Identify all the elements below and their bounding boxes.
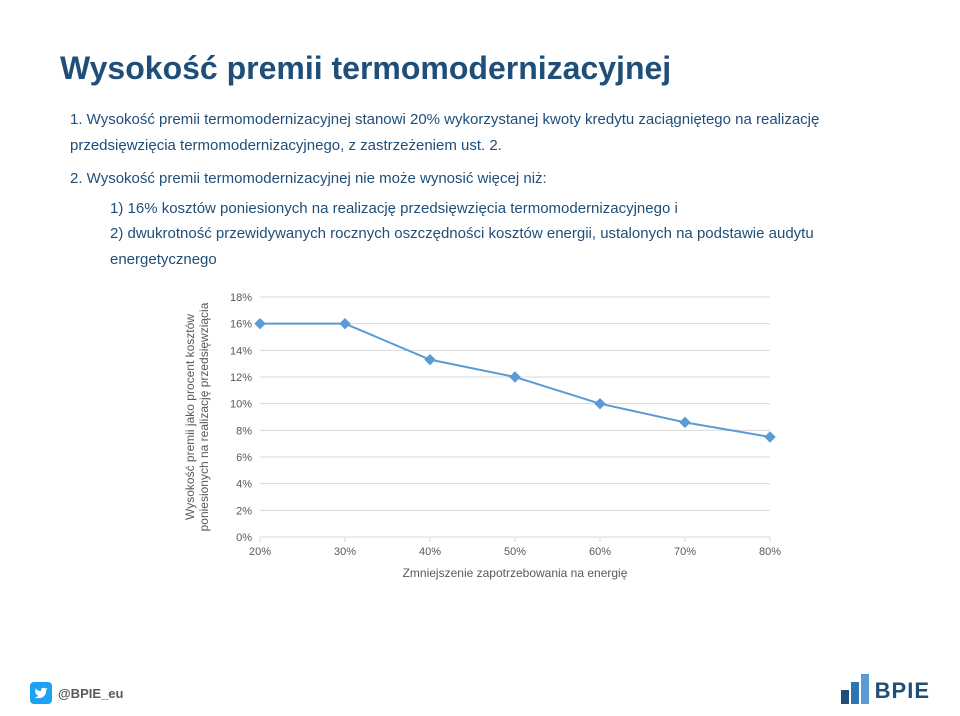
bpie-logo: BPIE: [841, 674, 930, 704]
svg-text:Wysokość premii jako procent k: Wysokość premii jako procent kosztów: [183, 314, 197, 520]
slide-title: Wysokość premii termomodernizacyjnej: [60, 50, 900, 87]
svg-text:2%: 2%: [236, 505, 252, 517]
svg-text:8%: 8%: [236, 425, 252, 437]
list-item-2: 2. Wysokość premii termomodernizacyjnej …: [60, 166, 900, 192]
svg-text:Zmniejszenie zapotrzebowania n: Zmniejszenie zapotrzebowania na energię: [403, 566, 628, 580]
svg-text:50%: 50%: [504, 546, 526, 558]
svg-text:70%: 70%: [674, 546, 696, 558]
svg-text:12%: 12%: [230, 372, 252, 384]
twitter-handle: @BPIE_eu: [58, 686, 123, 701]
svg-text:16%: 16%: [230, 319, 252, 331]
logo-text: BPIE: [875, 678, 930, 704]
svg-text:4%: 4%: [236, 479, 252, 491]
svg-text:poniesionych na realizację prz: poniesionych na realizację przedsięwziąc…: [197, 302, 211, 531]
svg-text:20%: 20%: [249, 546, 271, 558]
svg-text:30%: 30%: [334, 546, 356, 558]
svg-text:14%: 14%: [230, 345, 252, 357]
svg-text:40%: 40%: [419, 546, 441, 558]
svg-text:0%: 0%: [236, 532, 252, 544]
list-item-1: 1. Wysokość premii termomodernizacyjnej …: [60, 107, 900, 158]
twitter-icon: [30, 682, 52, 704]
svg-text:80%: 80%: [759, 546, 781, 558]
footer: @BPIE_eu: [30, 682, 123, 704]
line-chart: 0% 2% 4% 6% 8% 10% 12% 14% 16% 18% 20% 30% 40% 50% 60%…: [170, 287, 790, 587]
svg-text:6%: 6%: [236, 452, 252, 464]
sub-item-2: 2) dwukrotność przewidywanych rocznych o…: [60, 221, 900, 272]
logo-bars: [841, 674, 869, 704]
svg-text:60%: 60%: [589, 546, 611, 558]
sub-item-1: 1) 16% kosztów poniesionych na realizacj…: [60, 196, 900, 222]
svg-text:10%: 10%: [230, 399, 252, 411]
svg-text:18%: 18%: [230, 292, 252, 304]
